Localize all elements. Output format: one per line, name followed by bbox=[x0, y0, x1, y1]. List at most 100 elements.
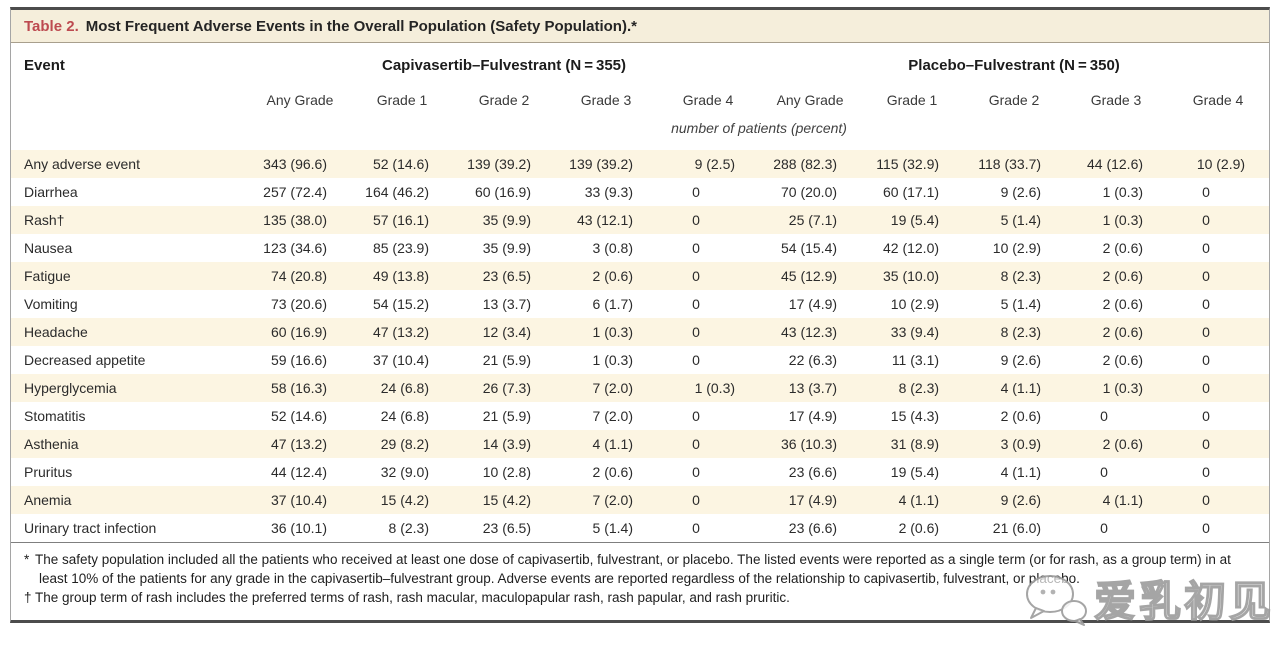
value-cell: 118 (33.7) bbox=[978, 156, 1042, 172]
value-cell: 35 (9.9) bbox=[482, 212, 531, 228]
value-cell: 8 (2.3) bbox=[898, 380, 940, 396]
value-cell: 43 (12.1) bbox=[576, 212, 633, 228]
event-cell: Rash† bbox=[24, 212, 65, 228]
value-cell: 9 (2.6) bbox=[1000, 492, 1042, 508]
value-cell: 2 (0.6) bbox=[592, 268, 633, 284]
table-row: Vomiting 73 (20.6) 54 (15.2) 13 (3.7) 6 (1.… bbox=[11, 290, 1269, 318]
footnote-asterisk: * The safety population included all the … bbox=[24, 551, 1256, 589]
value-cell: 1 (0.3) bbox=[592, 324, 633, 340]
value-cell: 9 (2.5) bbox=[694, 156, 736, 172]
value-cell: 0 bbox=[1202, 436, 1210, 452]
value-cell: 70 (20.0) bbox=[780, 184, 838, 200]
value-cell: 29 (8.2) bbox=[380, 436, 429, 452]
value-cell: 2 (0.6) bbox=[1102, 296, 1144, 312]
value-cell: 2 (0.6) bbox=[1102, 268, 1144, 284]
value-cell: 25 (7.1) bbox=[788, 212, 838, 228]
footnote-marker: * bbox=[24, 552, 30, 567]
value-cell: 4 (1.1) bbox=[1000, 380, 1042, 396]
footnote-text: The group term of rash includes the pref… bbox=[35, 589, 790, 605]
value-cell: 2 (0.6) bbox=[1102, 240, 1144, 256]
value-cell: 49 (13.8) bbox=[372, 268, 429, 284]
value-cell: 33 (9.3) bbox=[584, 184, 633, 200]
value-cell: 52 (14.6) bbox=[270, 408, 327, 424]
value-cell: 4 (1.1) bbox=[1102, 492, 1144, 508]
table-row: Rash† 135 (38.0) 57 (16.1) 35 (9.9) 43 (12.… bbox=[11, 206, 1270, 234]
value-cell: 2 (0.6) bbox=[1102, 324, 1144, 340]
value-cell: 17 (4.9) bbox=[788, 296, 838, 312]
value-cell: 0 bbox=[692, 240, 700, 256]
value-cell: 123 (34.6) bbox=[263, 240, 327, 256]
table-row: Diarrhea 257 (72.4) 164 (46.2) 60 (16.9) 33… bbox=[11, 178, 1269, 206]
value-cell: 36 (10.3) bbox=[780, 436, 838, 452]
value-cell: 0 bbox=[1202, 520, 1210, 536]
value-cell: 21 (5.9) bbox=[482, 352, 531, 368]
grade-column-header: Any Grade bbox=[776, 92, 844, 108]
value-cell: 0 bbox=[692, 324, 700, 340]
value-cell: 1 (0.3) bbox=[1102, 212, 1144, 228]
value-cell: 9 (2.6) bbox=[1000, 184, 1042, 200]
value-cell: 0 bbox=[1100, 464, 1108, 480]
table-row: Stomatitis 52 (14.6) 24 (6.8) 21 (5.9) 7 (2… bbox=[11, 402, 1269, 430]
value-cell: 54 (15.4) bbox=[780, 240, 838, 256]
value-cell: 0 bbox=[1100, 520, 1108, 536]
grade-column-header: Grade 3 bbox=[1090, 92, 1142, 108]
table-row: Asthenia 47 (13.2) 29 (8.2) 14 (3.9) 4 (1.1… bbox=[11, 430, 1270, 458]
value-cell: 2 (0.6) bbox=[898, 520, 940, 536]
value-cell: 0 bbox=[1202, 408, 1210, 424]
value-cell: 7 (2.0) bbox=[592, 408, 633, 424]
value-cell: 60 (16.9) bbox=[270, 324, 327, 340]
table-row: Pruritus 44 (12.4) 32 (9.0) 10 (2.8) 2 (0.6… bbox=[11, 458, 1269, 486]
table-row: Fatigue 74 (20.8) 49 (13.8) 23 (6.5) 2 (0.6… bbox=[11, 262, 1270, 290]
table-row: Anemia 37 (10.4) 15 (4.2) 15 (4.2) 7 (2.0) 0… bbox=[11, 486, 1270, 514]
value-cell: 6 (1.7) bbox=[592, 296, 633, 312]
value-cell: 59 (16.6) bbox=[270, 352, 327, 368]
event-cell: Pruritus bbox=[24, 464, 73, 480]
table-row: Headache 60 (16.9) 47 (13.2) 12 (3.4) 1 (0.… bbox=[11, 318, 1270, 346]
value-cell: 257 (72.4) bbox=[263, 184, 327, 200]
value-cell: 24 (6.8) bbox=[380, 408, 429, 424]
value-cell: 23 (6.5) bbox=[482, 268, 531, 284]
value-cell: 15 (4.2) bbox=[482, 492, 531, 508]
value-cell: 17 (4.9) bbox=[788, 408, 838, 424]
table-row: Urinary tract infection 36 (10.1) 8 (2.3)… bbox=[11, 514, 1269, 542]
value-cell: 2 (0.6) bbox=[592, 464, 633, 480]
value-cell: 10 (2.9) bbox=[1196, 156, 1246, 172]
value-cell: 19 (5.4) bbox=[890, 212, 940, 228]
value-cell: 26 (7.3) bbox=[482, 380, 531, 396]
value-cell: 164 (46.2) bbox=[365, 184, 429, 200]
value-cell: 23 (6.6) bbox=[788, 520, 838, 536]
value-cell: 54 (15.2) bbox=[372, 296, 429, 312]
value-cell: 33 (9.4) bbox=[890, 324, 940, 340]
value-cell: 115 (32.9) bbox=[876, 156, 940, 172]
value-cell: 37 (10.4) bbox=[270, 492, 327, 508]
value-cell: 8 (2.3) bbox=[1000, 324, 1042, 340]
grade-column-header: Grade 4 bbox=[682, 92, 734, 108]
value-cell: 23 (6.6) bbox=[788, 464, 838, 480]
value-cell: 17 (4.9) bbox=[788, 492, 838, 508]
value-cell: 8 (2.3) bbox=[388, 520, 429, 536]
event-cell: Nausea bbox=[24, 240, 73, 256]
value-cell: 44 (12.4) bbox=[270, 464, 327, 480]
event-cell: Decreased appetite bbox=[24, 352, 146, 368]
value-cell: 1 (0.3) bbox=[1102, 380, 1144, 396]
value-cell: 135 (38.0) bbox=[263, 212, 327, 228]
value-cell: 5 (1.4) bbox=[1000, 212, 1042, 228]
value-cell: 44 (12.6) bbox=[1086, 156, 1144, 172]
value-cell: 0 bbox=[692, 184, 700, 200]
grade-column-header: Grade 2 bbox=[988, 92, 1040, 108]
event-cell: Fatigue bbox=[24, 268, 71, 284]
table-title: Table 2. Most Frequent Adverse Events in … bbox=[11, 10, 1269, 43]
value-cell: 288 (82.3) bbox=[773, 156, 838, 172]
adverse-events-table: Table 2. Most Frequent Adverse Events in … bbox=[10, 7, 1270, 623]
value-cell: 0 bbox=[1202, 464, 1210, 480]
value-cell: 0 bbox=[1202, 380, 1210, 396]
value-cell: 60 (16.9) bbox=[474, 184, 531, 200]
group-header-placebo: Placebo–Fulvestrant (N = 350) bbox=[908, 57, 1120, 74]
value-cell: 7 (2.0) bbox=[592, 492, 633, 508]
value-cell: 35 (10.0) bbox=[882, 268, 940, 284]
value-cell: 5 (1.4) bbox=[592, 520, 633, 536]
table-body: Any adverse event 343 (96.6) 52 (14.6) 139… bbox=[11, 150, 1270, 542]
value-cell: 73 (20.6) bbox=[270, 296, 327, 312]
footnotes: * The safety population included all the … bbox=[11, 542, 1269, 620]
table-header: Event Capivasertib–Fulvestrant (N = 355)… bbox=[11, 43, 1269, 150]
